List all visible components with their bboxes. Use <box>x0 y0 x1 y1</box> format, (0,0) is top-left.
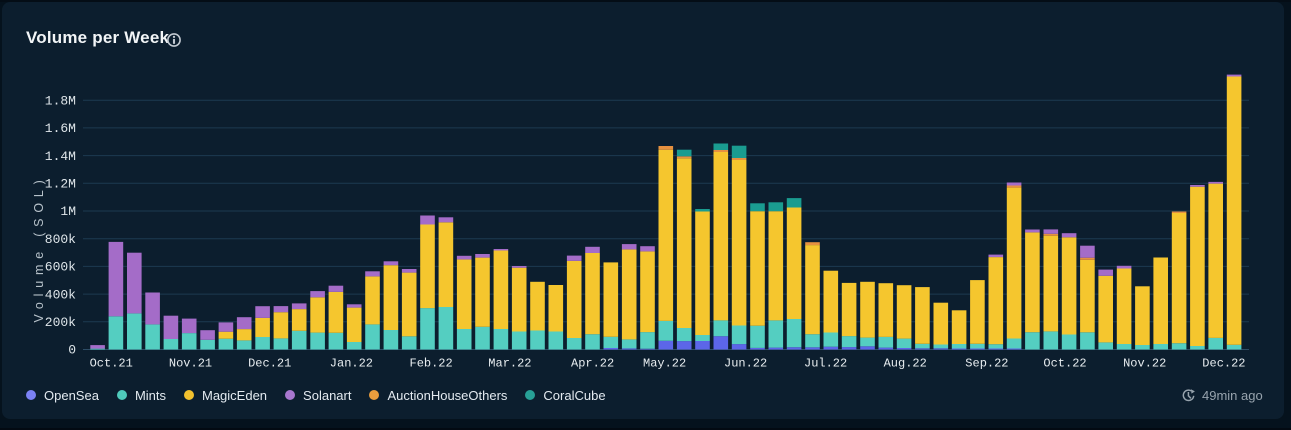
svg-text:Nov.21: Nov.21 <box>169 357 212 371</box>
svg-text:May.22: May.22 <box>643 357 686 371</box>
svg-text:1.8M: 1.8M <box>45 93 76 108</box>
svg-text:1.2M: 1.2M <box>45 177 76 192</box>
svg-text:Apr.22: Apr.22 <box>571 357 614 371</box>
svg-text:Feb.22: Feb.22 <box>410 357 453 371</box>
svg-text:Jan.22: Jan.22 <box>330 357 373 371</box>
svg-text:Mar.22: Mar.22 <box>488 357 531 371</box>
svg-text:800k: 800k <box>45 232 76 247</box>
svg-text:200k: 200k <box>45 315 76 330</box>
svg-text:Jul.22: Jul.22 <box>804 357 847 371</box>
svg-text:Jun.22: Jun.22 <box>724 357 767 371</box>
svg-text:Nov.22: Nov.22 <box>1123 357 1166 371</box>
svg-text:1.4M: 1.4M <box>45 149 76 164</box>
svg-text:Dec.21: Dec.21 <box>248 357 291 371</box>
svg-text:Volume (SOL): Volume (SOL) <box>32 174 46 322</box>
svg-text:Oct.21: Oct.21 <box>90 357 133 371</box>
svg-text:1.6M: 1.6M <box>45 121 76 136</box>
svg-text:Oct.22: Oct.22 <box>1043 357 1086 371</box>
svg-text:1M: 1M <box>60 204 76 219</box>
svg-text:600k: 600k <box>45 260 76 275</box>
svg-text:Dec.22: Dec.22 <box>1202 357 1245 371</box>
svg-text:Aug.22: Aug.22 <box>884 357 927 371</box>
svg-text:Sep.22: Sep.22 <box>965 357 1008 371</box>
svg-text:0: 0 <box>68 343 76 358</box>
svg-text:400k: 400k <box>45 287 76 302</box>
